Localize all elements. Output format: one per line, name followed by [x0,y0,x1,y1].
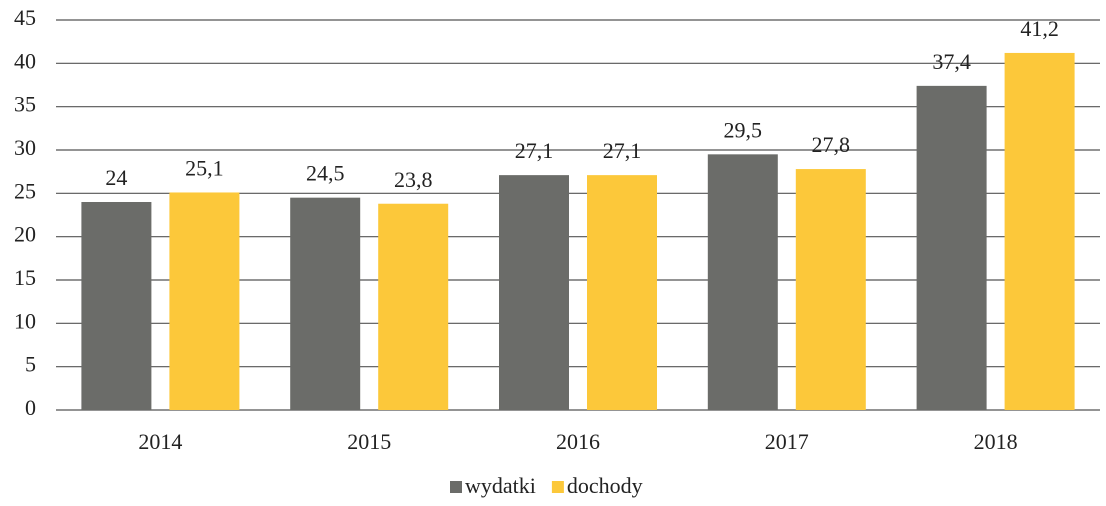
bar [587,175,657,410]
bar [169,192,240,410]
y-tick-label: 25 [14,178,36,203]
data-label: 37,4 [932,49,971,74]
data-label: 27,1 [515,138,554,163]
y-tick-label: 10 [14,308,36,333]
y-tick-label: 30 [14,135,36,160]
legend-label: dochody [567,473,643,498]
data-label: 27,8 [812,132,851,157]
legend-swatch [450,481,462,493]
bar [916,85,987,410]
data-label: 27,1 [603,138,642,163]
data-label: 29,5 [724,117,763,142]
y-tick-label: 5 [25,352,36,377]
bar [795,169,866,410]
y-tick-label: 15 [14,265,36,290]
bar [499,175,569,410]
legend-label: wydatki [465,473,536,498]
data-label: 25,1 [185,156,224,181]
data-label: 24 [105,165,127,190]
bar [1004,52,1075,410]
bar [378,203,449,410]
y-tick-label: 20 [14,222,36,247]
x-tick-label: 2016 [556,429,600,454]
y-tick-label: 40 [14,48,36,73]
data-label: 24,5 [306,161,345,186]
x-tick-label: 2014 [138,429,182,454]
bar [707,154,778,410]
data-label: 23,8 [394,167,433,192]
bar [290,197,361,410]
x-tick-label: 2017 [765,429,809,454]
y-tick-label: 45 [14,5,36,30]
x-tick-label: 2018 [974,429,1018,454]
y-tick-label: 35 [14,92,36,117]
y-tick-label: 0 [25,395,36,420]
legend-swatch [551,481,564,493]
bar [81,202,152,410]
data-label: 41,2 [1020,16,1059,41]
x-tick-label: 2015 [347,429,391,454]
